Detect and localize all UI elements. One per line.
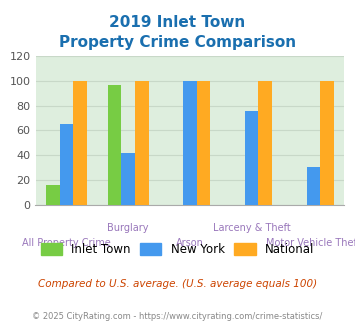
Bar — [46, 185, 60, 205]
Bar — [60, 124, 73, 205]
Bar — [245, 111, 258, 205]
Text: Property Crime Comparison: Property Crime Comparison — [59, 35, 296, 50]
Text: 2019 Inlet Town: 2019 Inlet Town — [109, 15, 246, 30]
Text: Compared to U.S. average. (U.S. average equals 100): Compared to U.S. average. (U.S. average … — [38, 279, 317, 289]
Bar — [320, 81, 334, 205]
Text: Arson: Arson — [176, 238, 204, 248]
Bar — [73, 81, 87, 205]
Text: © 2025 CityRating.com - https://www.cityrating.com/crime-statistics/: © 2025 CityRating.com - https://www.city… — [32, 312, 323, 321]
Text: Larceny & Theft: Larceny & Theft — [213, 223, 291, 233]
Bar — [121, 152, 135, 205]
Legend: Inlet Town, New York, National: Inlet Town, New York, National — [36, 239, 319, 261]
Bar — [108, 84, 121, 205]
Bar — [135, 81, 148, 205]
Text: All Property Crime: All Property Crime — [22, 238, 111, 248]
Bar — [183, 81, 197, 205]
Bar — [197, 81, 210, 205]
Bar — [307, 168, 320, 205]
Bar — [258, 81, 272, 205]
Text: Burglary: Burglary — [108, 223, 149, 233]
Text: Motor Vehicle Theft: Motor Vehicle Theft — [266, 238, 355, 248]
